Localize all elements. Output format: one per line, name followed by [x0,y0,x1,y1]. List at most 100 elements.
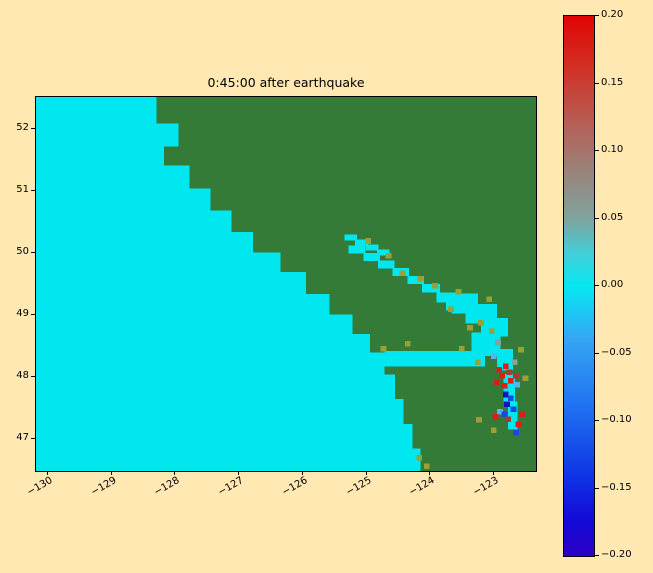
x-tick-mark [365,471,367,475]
land-region [231,209,536,232]
land-region [329,293,536,315]
x-tick-mark [238,471,240,475]
water-channel [344,234,358,241]
anomaly-pixel-dark_blue [504,401,510,408]
land-region [210,188,536,211]
land-region [253,231,536,253]
x-tick-mark [47,471,49,475]
anomaly-pixel-red [507,378,514,384]
anomaly-pixel-teal [495,339,501,346]
water-channel [384,350,486,367]
colorbar-tick-label: 0.15 [601,76,624,88]
colorbar-tick-label: −0.05 [601,346,632,358]
anomaly-pixel-red [496,366,503,373]
land-region [189,165,536,189]
water-channel [376,249,390,256]
x-tick-mark [492,471,494,475]
anomaly-pixel-olive [448,306,454,312]
anomaly-pixel-olive [380,345,387,352]
x-tick-mark [429,471,431,475]
x-tick-mark [174,471,176,475]
anomaly-pixel-red [502,363,509,369]
colorbar-tick-label: 0.00 [601,279,624,290]
anomaly-pixel-olive [490,427,497,434]
heatmap-map [36,97,536,471]
land-region [178,123,536,148]
anomaly-pixel-olive [474,359,481,366]
colorbar-tick-label: −0.10 [601,414,632,425]
colorbar-tick-mark [595,555,599,556]
x-tick-label: −125 [343,475,374,499]
water-channel [365,244,379,251]
anomaly-pixel-red [515,421,522,428]
land-region [420,448,536,471]
y-tick-label: 51 [16,184,29,196]
anomaly-pixel-red [499,373,505,379]
anomaly-pixel-olive [478,319,484,326]
anomaly-pixel-olive [522,375,529,382]
water-channel [378,260,395,269]
anomaly-pixel-dark_red [505,416,512,423]
anomaly-pixel-olive [423,463,430,470]
water-channel [348,245,366,254]
colorbar-tick-mark [595,217,599,219]
x-tick-label: −127 [216,475,246,499]
anomaly-pixel-blue [510,406,517,413]
colorbar-tick-mark [595,150,599,151]
colorbar-tick-mark [595,487,599,489]
anomaly-pixel-olive [455,288,462,295]
anomaly-pixel-olive [488,328,495,335]
colorbar-tick-label: −0.20 [601,549,632,560]
x-tick-mark [110,471,112,475]
anomaly-pixel-light_blue [514,381,521,388]
x-tick-label: −124 [407,475,437,499]
plot-area [35,96,537,472]
land-region [156,97,536,124]
x-tick-label: −129 [88,475,119,499]
anomaly-pixel-olive [404,340,411,347]
anomaly-pixel-dark_red [513,373,519,379]
anomaly-pixel-olive [518,347,524,353]
anomaly-pixel-olive [476,417,482,423]
y-tick-label: 47 [16,431,29,443]
colorbar-tick-mark [595,15,599,16]
anomaly-pixel-red [501,383,508,389]
anomaly-pixel-light_blue [490,353,497,359]
plot-title: 0:45:00 after earthquake [207,75,365,90]
water-channel [355,239,368,246]
anomaly-pixel-blue [507,395,514,402]
colorbar-tick-mark [595,420,599,421]
x-tick-label: −126 [280,475,310,499]
colorbar-tick-mark [595,285,599,286]
anomaly-pixel-red [519,411,526,418]
water-channel [481,318,508,337]
anomaly-pixel-dark_red [506,369,513,376]
colorbar-tick-label: 0.05 [601,211,624,223]
x-tick-label: −130 [25,475,55,499]
water-channel [503,373,515,402]
y-tick-mark [31,128,35,130]
y-tick-label: 48 [16,369,29,381]
colorbar-tick-label: −0.15 [601,481,632,493]
y-tick-label: 52 [16,122,29,134]
land-region [164,146,536,166]
x-tick-label: −123 [471,475,501,499]
anomaly-pixel-dark_blue [502,391,509,398]
anomaly-pixel-blue [513,430,519,436]
colorbar [563,15,595,557]
anomaly-pixel-olive [432,282,438,289]
y-tick-mark [31,437,35,439]
anomaly-pixel-red [492,414,499,420]
anomaly-pixel-olive [467,324,473,331]
y-tick-label: 50 [16,246,29,258]
y-tick-mark [31,313,35,315]
anomaly-pixel-olive [416,454,422,461]
anomaly-pixel-olive [458,345,465,352]
water-channel [421,284,440,293]
y-tick-mark [31,190,35,192]
water-channel [471,332,501,356]
water-channel [407,275,424,284]
colorbar-tick-mark [595,352,599,354]
water-channel [497,349,514,371]
